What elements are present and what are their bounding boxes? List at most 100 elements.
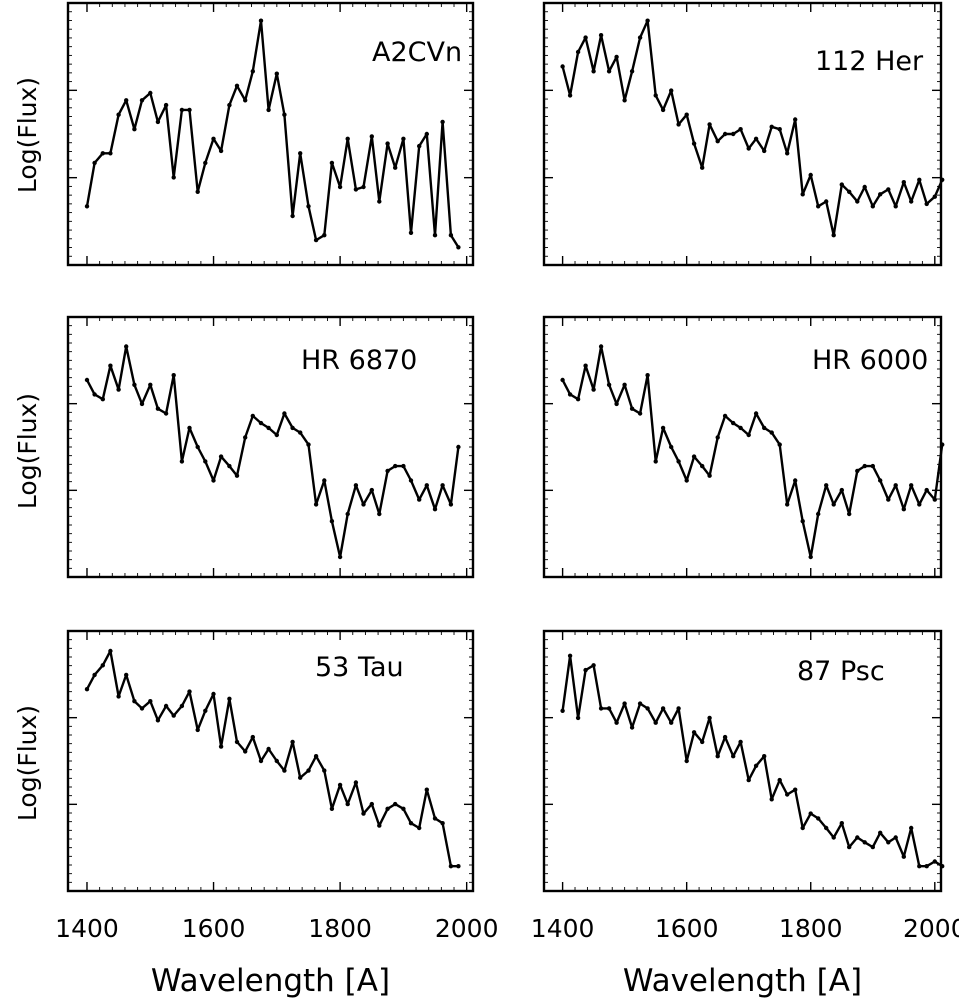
data-point bbox=[440, 821, 445, 826]
series-line bbox=[85, 345, 460, 559]
data-point bbox=[290, 425, 295, 431]
data-point bbox=[824, 483, 829, 488]
data-point bbox=[816, 204, 821, 209]
data-point bbox=[707, 122, 712, 127]
data-point bbox=[598, 344, 604, 349]
data-point bbox=[575, 49, 581, 55]
data-point bbox=[722, 734, 728, 740]
series-line bbox=[561, 654, 943, 868]
data-point bbox=[195, 444, 200, 450]
data-point bbox=[424, 131, 429, 137]
data-point bbox=[353, 187, 359, 192]
data-point bbox=[448, 864, 454, 869]
data-point bbox=[669, 444, 674, 450]
data-point bbox=[878, 830, 883, 835]
data-point bbox=[614, 54, 619, 60]
data-point bbox=[785, 502, 790, 507]
data-point bbox=[622, 382, 627, 387]
data-point bbox=[669, 88, 674, 93]
data-point bbox=[108, 363, 113, 368]
data-point bbox=[234, 739, 240, 745]
data-point bbox=[816, 816, 821, 821]
data-point bbox=[361, 811, 366, 816]
data-point bbox=[139, 401, 145, 407]
data-point bbox=[179, 703, 185, 709]
x-tick-label: 1400 bbox=[531, 914, 595, 943]
data-point bbox=[700, 739, 705, 745]
panel-label: HR 6000 bbox=[812, 345, 928, 376]
data-point bbox=[345, 511, 350, 517]
data-point bbox=[456, 245, 461, 250]
panel-112-her: 112 Her bbox=[542, 1, 945, 267]
data-point bbox=[155, 718, 161, 723]
data-point bbox=[637, 35, 643, 40]
data-point bbox=[306, 442, 311, 447]
data-point bbox=[306, 768, 311, 773]
data-point bbox=[179, 459, 185, 464]
data-point bbox=[92, 160, 97, 166]
data-point bbox=[831, 835, 836, 840]
data-point bbox=[940, 442, 945, 447]
data-point bbox=[377, 823, 382, 828]
data-point bbox=[816, 511, 821, 517]
data-point bbox=[684, 478, 689, 483]
data-point bbox=[653, 720, 658, 725]
data-point bbox=[909, 483, 914, 488]
data-point bbox=[855, 199, 860, 204]
data-point bbox=[250, 69, 255, 74]
data-point bbox=[645, 373, 650, 378]
data-point bbox=[660, 706, 666, 711]
y-axis-label: Log(Flux) bbox=[13, 705, 42, 821]
data-point bbox=[855, 468, 860, 474]
data-point bbox=[722, 131, 728, 137]
x-tick-label: 1400 bbox=[55, 914, 119, 943]
data-point bbox=[731, 420, 736, 426]
data-point bbox=[785, 792, 790, 797]
x-tick-label: 1600 bbox=[655, 914, 719, 943]
data-point bbox=[282, 768, 287, 773]
data-point bbox=[298, 775, 303, 780]
data-point bbox=[715, 435, 720, 440]
data-point bbox=[691, 454, 697, 459]
data-point bbox=[800, 825, 805, 831]
data-point bbox=[583, 35, 588, 40]
data-point bbox=[614, 401, 619, 407]
data-point bbox=[940, 177, 945, 182]
data-point bbox=[901, 507, 906, 512]
data-point bbox=[163, 102, 169, 108]
data-point bbox=[361, 502, 366, 507]
data-point bbox=[676, 459, 681, 464]
data-point bbox=[591, 69, 596, 74]
data-point bbox=[753, 411, 759, 416]
data-point bbox=[227, 696, 232, 701]
panel-hr-6870: HR 6870 Log(Flux) bbox=[13, 315, 475, 579]
data-point bbox=[234, 473, 240, 478]
data-point bbox=[909, 199, 914, 204]
data-point bbox=[886, 497, 891, 502]
data-point bbox=[203, 708, 208, 713]
data-point bbox=[290, 739, 295, 745]
data-point bbox=[629, 69, 635, 74]
data-point bbox=[753, 763, 759, 768]
data-point bbox=[793, 117, 798, 122]
x-axis-label: Wavelength [A] bbox=[151, 963, 390, 999]
data-point bbox=[116, 112, 121, 117]
data-point bbox=[940, 864, 945, 869]
data-point bbox=[132, 127, 137, 132]
data-point bbox=[401, 463, 406, 469]
data-point bbox=[203, 459, 208, 464]
data-point bbox=[777, 442, 782, 447]
data-point bbox=[337, 782, 343, 788]
data-point bbox=[84, 377, 90, 383]
x-axis-label: Wavelength [A] bbox=[623, 963, 862, 999]
data-point bbox=[762, 754, 767, 759]
data-point bbox=[345, 136, 350, 141]
data-point bbox=[313, 502, 319, 507]
data-point bbox=[855, 835, 860, 840]
data-point bbox=[258, 420, 264, 426]
data-point bbox=[313, 754, 319, 759]
data-point bbox=[932, 859, 937, 864]
data-point bbox=[329, 806, 335, 811]
data-point bbox=[575, 715, 581, 721]
data-point bbox=[567, 392, 573, 397]
